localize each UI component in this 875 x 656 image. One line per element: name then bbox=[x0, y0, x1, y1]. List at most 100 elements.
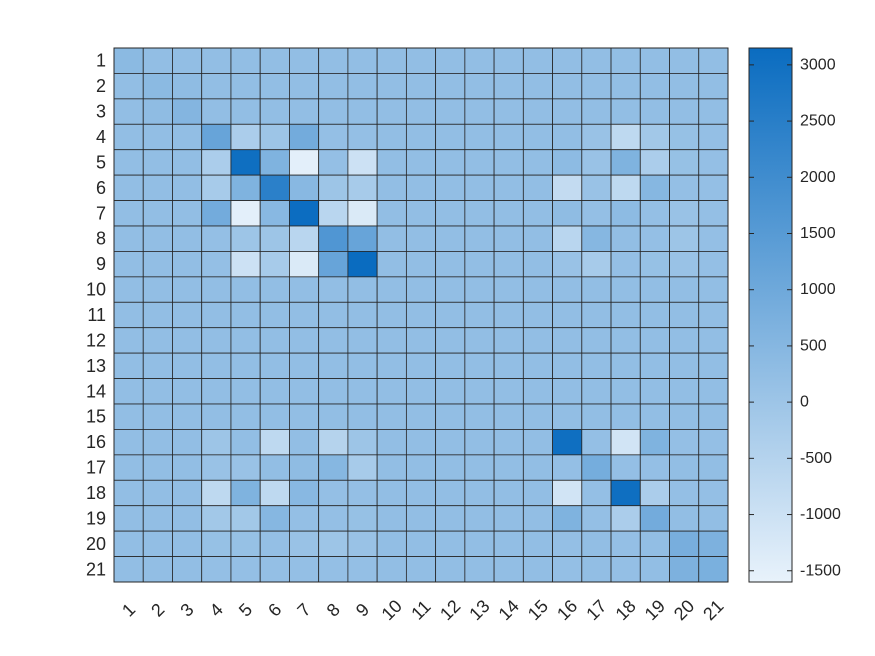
heatmap-cell-r14-c8 bbox=[318, 378, 349, 405]
heatmap-cell-r2-c14 bbox=[493, 73, 524, 100]
heatmap-cell-r11-c21 bbox=[698, 301, 729, 329]
heatmap-cell-r11-c17 bbox=[581, 301, 612, 329]
heatmap-cell-r4-c10 bbox=[376, 123, 407, 151]
row-tick-label: 21 bbox=[86, 559, 106, 579]
heatmap-cell-r2-c11 bbox=[405, 73, 437, 100]
heatmap-cell-r3-c4 bbox=[201, 98, 232, 125]
heatmap-cell-r4-c3 bbox=[172, 123, 203, 151]
heatmap-cell-r5-c1 bbox=[113, 149, 144, 176]
heatmap-cell-r21-c6 bbox=[259, 556, 290, 583]
column-tick-label: 5 bbox=[235, 599, 256, 620]
heatmap-cell-r8-c10 bbox=[376, 225, 407, 252]
heatmap-cell-r11-c16 bbox=[552, 301, 583, 329]
heatmap-cell-r13-c13 bbox=[464, 352, 495, 379]
heatmap-cell-r16-c11 bbox=[405, 429, 437, 456]
heatmap-cell-r16-c20 bbox=[669, 429, 700, 456]
heatmap-cell-r4-c14 bbox=[493, 123, 524, 151]
heatmap-cell-r15-c12 bbox=[435, 403, 466, 430]
heatmap-cell-r10-c7 bbox=[289, 276, 320, 303]
heatmap-cell-r19-c12 bbox=[435, 505, 466, 532]
heatmap-cell-r14-c21 bbox=[698, 378, 729, 405]
heatmap-cell-r13-c15 bbox=[522, 352, 553, 379]
heatmap-cell-r2-c15 bbox=[522, 73, 553, 100]
heatmap-cell-r20-c14 bbox=[493, 530, 524, 557]
column-tick-label: 20 bbox=[670, 596, 698, 624]
heatmap-cell-r21-c4 bbox=[201, 556, 232, 583]
heatmap-cell-r2-c9 bbox=[347, 73, 378, 100]
heatmap-cell-r1-c14 bbox=[493, 47, 524, 74]
heatmap-cell-r10-c19 bbox=[639, 276, 670, 303]
heatmap-cell-r9-c20 bbox=[669, 251, 700, 278]
heatmap-cell-r7-c1 bbox=[113, 200, 144, 227]
column-tick-label: 12 bbox=[436, 596, 464, 624]
heatmap-cell-r21-c19 bbox=[639, 556, 670, 583]
heatmap-cell-r13-c7 bbox=[289, 352, 320, 379]
heatmap-cell-r16-c5 bbox=[230, 429, 261, 456]
heatmap-cell-r7-c10 bbox=[376, 200, 407, 227]
heatmap-cell-r16-c13 bbox=[464, 429, 495, 456]
column-tick-label: 8 bbox=[323, 599, 344, 620]
heatmap-cell-r3-c8 bbox=[318, 98, 349, 125]
heatmap-cell-r9-c13 bbox=[464, 251, 495, 278]
column-tick-label: 9 bbox=[352, 599, 373, 620]
heatmap-cell-r3-c13 bbox=[464, 98, 495, 125]
heatmap-cell-r1-c17 bbox=[581, 47, 612, 74]
heatmap-cell-r6-c10 bbox=[376, 174, 407, 201]
heatmap-cell-r7-c19 bbox=[639, 200, 670, 227]
heatmap-cell-r19-c16 bbox=[552, 505, 583, 532]
heatmap-cell-r17-c9 bbox=[347, 454, 378, 481]
colorbar-tick-label: 1500 bbox=[800, 225, 836, 242]
heatmap-cell-r17-c21 bbox=[698, 454, 729, 481]
heatmap-cell-r1-c7 bbox=[289, 47, 320, 74]
heatmap-cell-r3-c2 bbox=[142, 98, 173, 125]
heatmap-cell-r10-c15 bbox=[522, 276, 553, 303]
heatmap-cell-r6-c17 bbox=[581, 174, 612, 201]
colorbar-tick-label: -1000 bbox=[800, 506, 841, 523]
heatmap-cell-r9-c6 bbox=[259, 251, 290, 278]
heatmap-cell-r15-c11 bbox=[405, 403, 437, 430]
column-tick-label: 18 bbox=[612, 596, 640, 624]
heatmap-cell-r20-c18 bbox=[610, 530, 641, 557]
heatmap-cell-r6-c6 bbox=[259, 174, 290, 201]
colorbar-tick-label: 3000 bbox=[800, 56, 836, 73]
heatmap-cell-r19-c17 bbox=[581, 505, 612, 532]
heatmap-cell-r8-c13 bbox=[464, 225, 495, 252]
heatmap-cell-r12-c18 bbox=[610, 327, 641, 354]
colorbar-tick-label: 1000 bbox=[800, 281, 836, 298]
heatmap-cell-r4-c9 bbox=[347, 123, 378, 151]
heatmap-cell-r1-c20 bbox=[669, 47, 700, 74]
heatmap-cell-r7-c16 bbox=[552, 200, 583, 227]
heatmap-cell-r5-c8 bbox=[318, 149, 349, 176]
heatmap-cell-r17-c1 bbox=[113, 454, 144, 481]
heatmap-cell-r21-c15 bbox=[522, 556, 553, 583]
heatmap-cell-r12-c16 bbox=[552, 327, 583, 354]
heatmap-cell-r13-c1 bbox=[113, 352, 144, 379]
colorbar-tick-label: 2500 bbox=[800, 113, 836, 130]
heatmap-cell-r20-c7 bbox=[289, 530, 320, 557]
heatmap-cell-r7-c20 bbox=[669, 200, 700, 227]
heatmap-cell-r7-c2 bbox=[142, 200, 173, 227]
heatmap-cell-r15-c7 bbox=[289, 403, 320, 430]
heatmap-cell-r9-c12 bbox=[435, 251, 466, 278]
heatmap-cell-r19-c14 bbox=[493, 505, 524, 532]
row-tick-label: 6 bbox=[96, 178, 106, 198]
heatmap-cell-r13-c17 bbox=[581, 352, 612, 379]
row-tick-label: 7 bbox=[96, 203, 106, 223]
heatmap-cell-r19-c7 bbox=[289, 505, 320, 532]
heatmap-cell-r6-c16 bbox=[552, 174, 583, 201]
heatmap-cell-r5-c6 bbox=[259, 149, 290, 176]
heatmap-cell-r11-c4 bbox=[201, 301, 232, 329]
heatmap-cell-r14-c9 bbox=[347, 378, 378, 405]
heatmap-cell-r18-c9 bbox=[347, 479, 378, 507]
heatmap-cell-r7-c6 bbox=[259, 200, 290, 227]
heatmap-cell-r2-c17 bbox=[581, 73, 612, 100]
heatmap-cell-r12-c3 bbox=[172, 327, 203, 354]
heatmap-cell-r12-c21 bbox=[698, 327, 729, 354]
row-tick-label: 9 bbox=[96, 254, 106, 274]
heatmap-cell-r18-c2 bbox=[142, 479, 173, 507]
row-tick-label: 11 bbox=[87, 305, 106, 325]
heatmap-cell-r12-c13 bbox=[464, 327, 495, 354]
heatmap-cell-r21-c9 bbox=[347, 556, 378, 583]
heatmap-cell-r16-c12 bbox=[435, 429, 466, 456]
heatmap-cell-r9-c11 bbox=[405, 251, 437, 278]
